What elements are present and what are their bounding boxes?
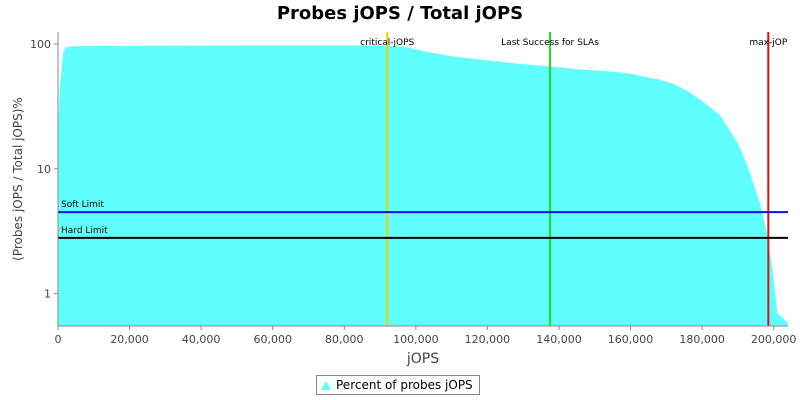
ref-label-hard-limit: Hard Limit — [61, 226, 108, 236]
x-tick-label: 20,000 — [110, 333, 149, 346]
y-axis-label: (Probes jOPS / Total jOPS)% — [11, 97, 25, 261]
legend-label: Percent of probes jOPS — [336, 378, 473, 392]
chart-title: Probes jOPS / Total jOPS — [276, 3, 524, 24]
x-tick-label: 120,000 — [465, 333, 511, 346]
legend: Percent of probes jOPS — [316, 375, 480, 395]
x-tick-label: 140,000 — [536, 333, 582, 346]
ref-label-last-success-for-slas: Last Success for SLAs — [501, 38, 599, 48]
area-series-0 — [58, 45, 788, 326]
ref-label-critical-jops: critical-jOPS — [360, 38, 414, 48]
x-tick-label: 180,000 — [679, 333, 725, 346]
x-tick-label: 160,000 — [608, 333, 654, 346]
legend-marker-icon — [321, 380, 331, 390]
ref-label-max-jop: max-jOP — [749, 38, 787, 48]
x-tick-label: 40,000 — [182, 333, 221, 346]
ref-label-soft-limit: Soft Limit — [61, 200, 104, 210]
x-tick-label: 0 — [55, 333, 62, 346]
x-axis-label: jOPS — [406, 351, 439, 367]
y-tick-label: 1 — [44, 288, 51, 301]
y-tick-label: 100 — [30, 38, 51, 51]
x-tick-label: 100,000 — [393, 333, 439, 346]
y-tick-label: 10 — [37, 163, 51, 176]
x-tick-label: 200,000 — [751, 333, 797, 346]
x-tick-label: 60,000 — [253, 333, 292, 346]
x-tick-label: 80,000 — [325, 333, 364, 346]
